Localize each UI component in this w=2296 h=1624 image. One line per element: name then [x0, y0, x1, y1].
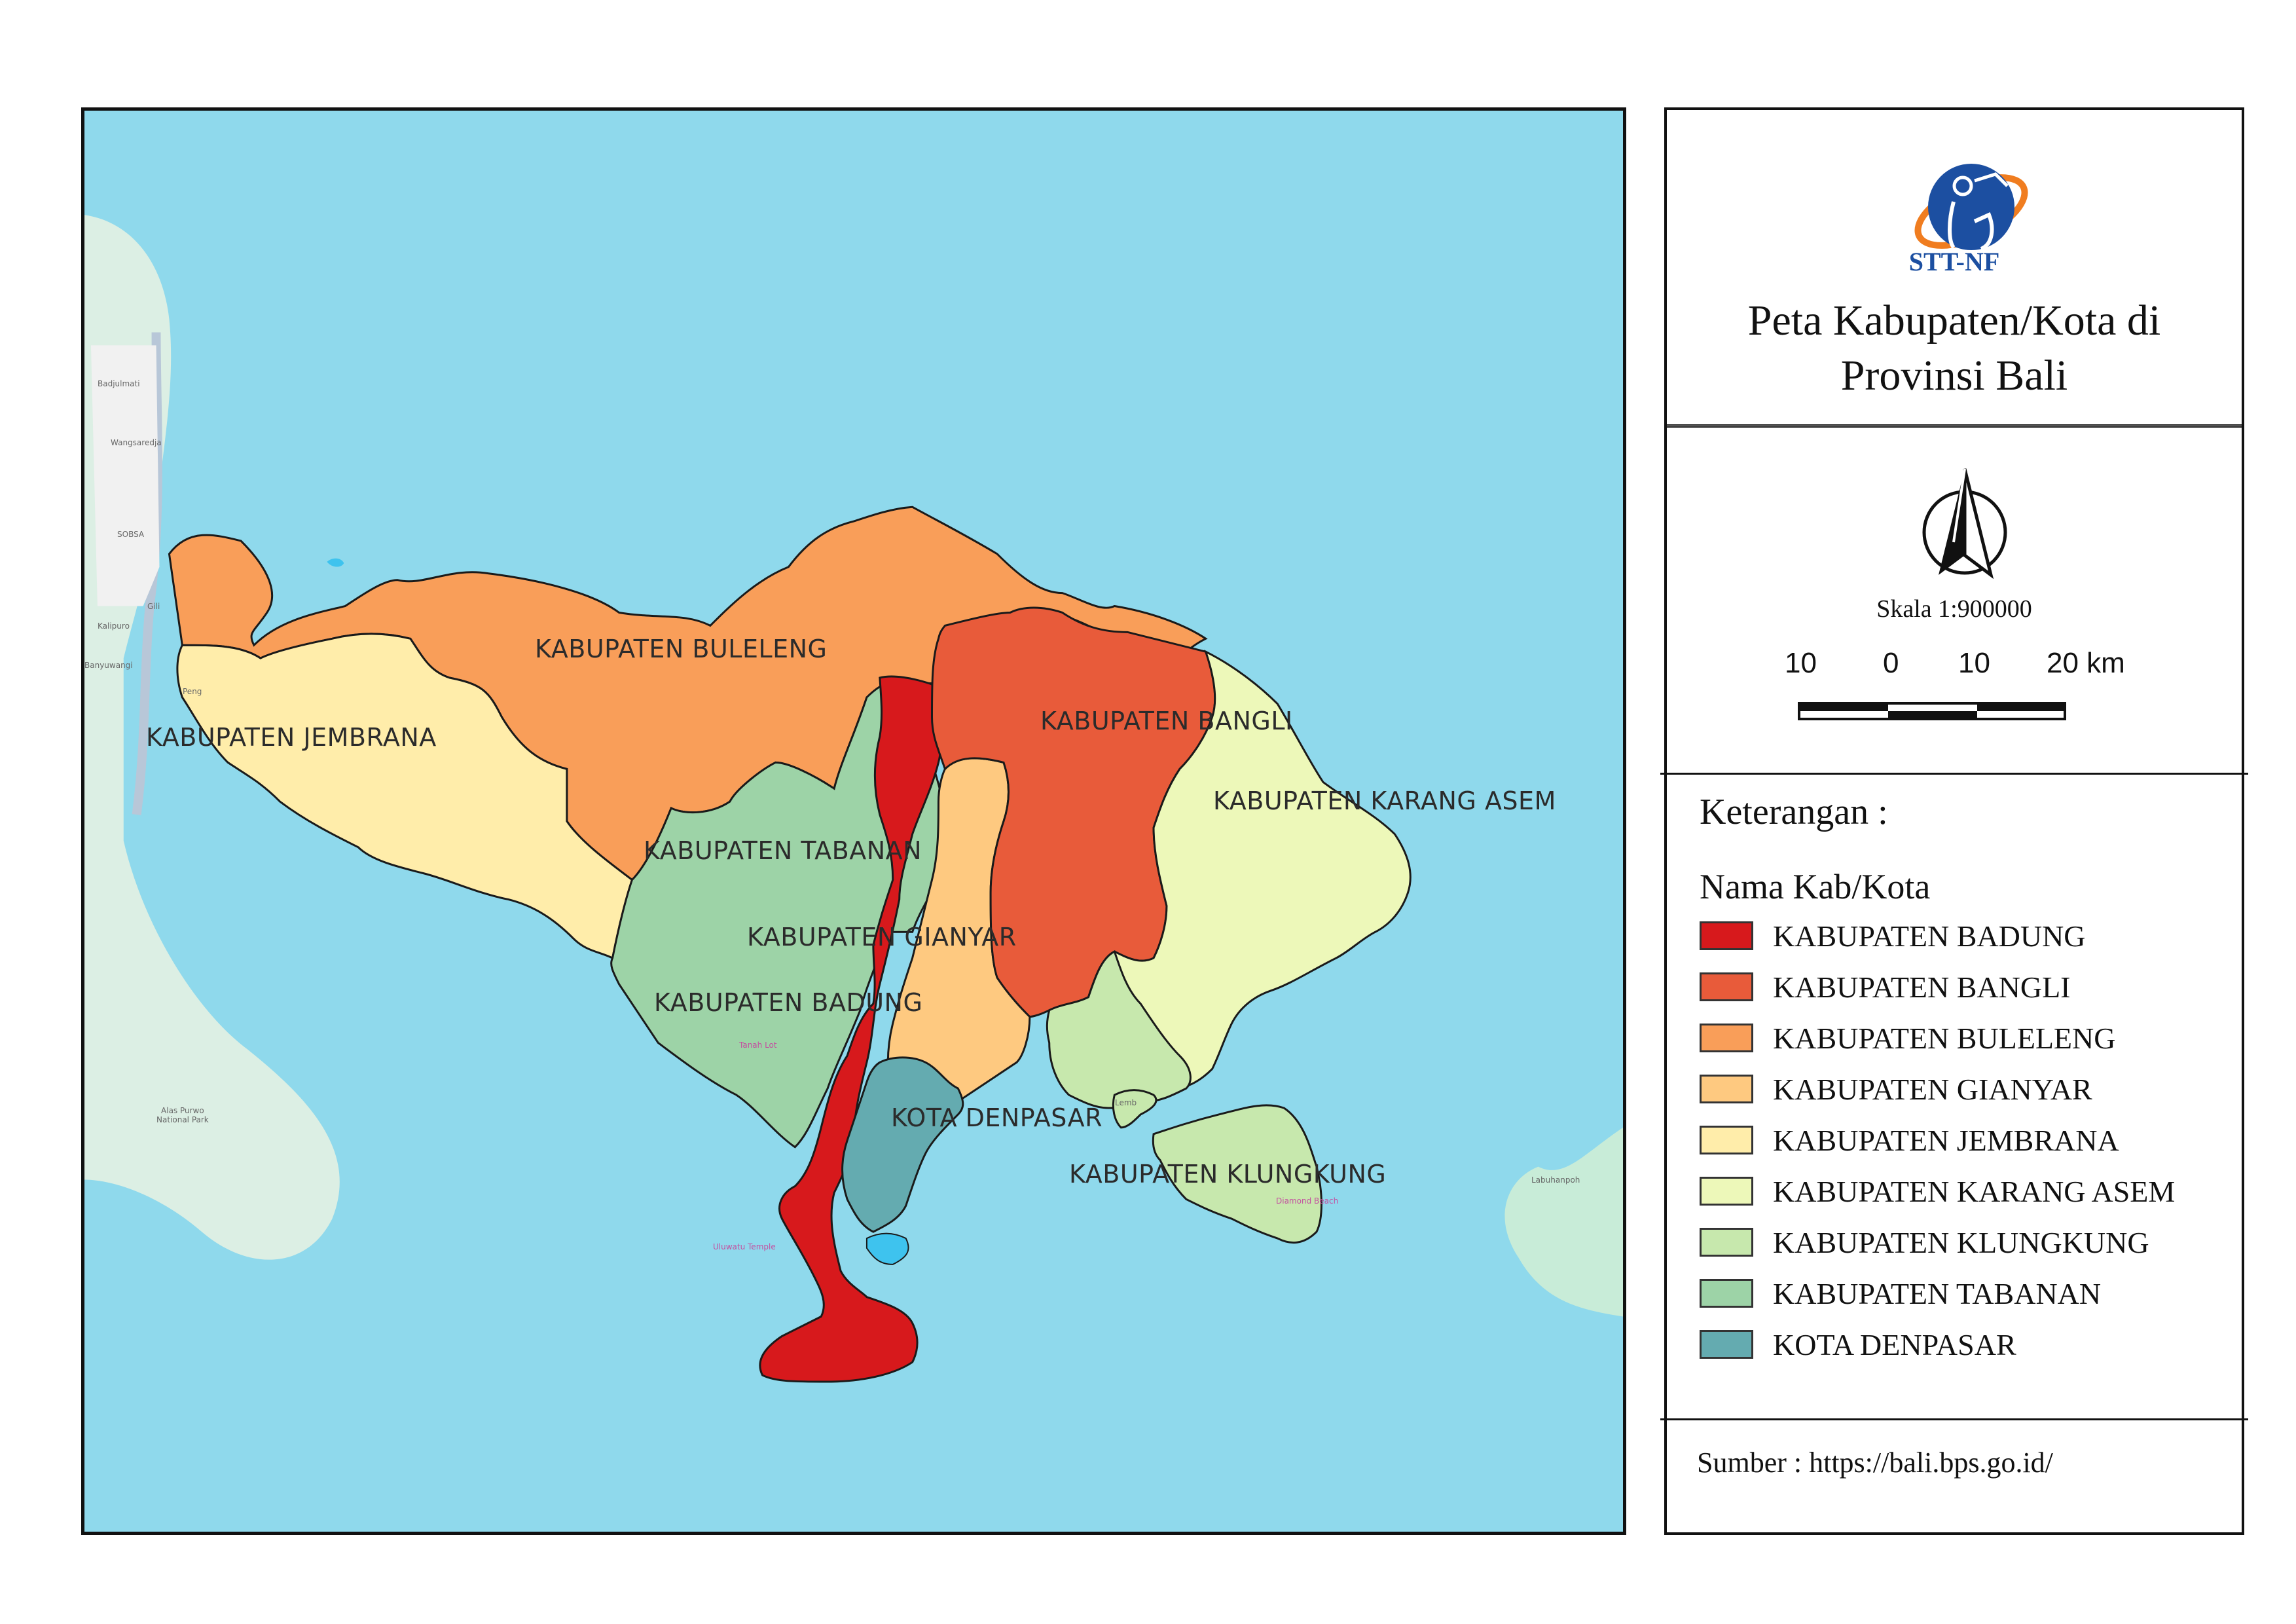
legend-subheading: Nama Kab/Kota	[1700, 867, 1931, 906]
label-tabanan: KABUPATEN TABANAN	[644, 836, 922, 865]
scale-tick-2: 0	[1883, 647, 1899, 679]
scale-tick-4: 20 km	[2047, 647, 2125, 679]
label-denpasar: KOTA DENPASAR	[891, 1103, 1102, 1132]
legend-label: KABUPATEN BADUNG	[1773, 919, 2086, 953]
label-gianyar: KABUPATEN GIANYAR	[747, 923, 1017, 951]
legend-item-gianyar: KABUPATEN GIANYAR	[1700, 1069, 2092, 1109]
region-badung[interactable]	[759, 675, 942, 1383]
legend-label: KOTA DENPASAR	[1773, 1327, 2016, 1361]
north-arrow-icon	[1922, 468, 2007, 580]
legend-swatch	[1700, 972, 1753, 1001]
scale-tick-3: 10	[1958, 647, 1990, 679]
region-tabanan[interactable]	[610, 680, 949, 1149]
legend-swatch	[1700, 1228, 1753, 1257]
scale-tick-1: 10	[1785, 647, 1817, 679]
legend-item-klungkung: KABUPATEN KLUNGKUNG	[1700, 1222, 2149, 1263]
legend-item-denpasar: KOTA DENPASAR	[1700, 1324, 2016, 1365]
place-tanah-lot: Tanah Lot	[739, 1041, 777, 1050]
place-lembongan: Lemb	[1115, 1098, 1137, 1107]
legend-swatch	[1700, 1279, 1753, 1308]
legend-swatch	[1700, 1024, 1753, 1052]
java-urban	[90, 345, 160, 606]
place-kalipuro: Kalipuro	[98, 621, 130, 631]
label-badung: KABUPATEN BADUNG	[654, 988, 923, 1017]
label-jembrana: KABUPATEN JEMBRANA	[146, 723, 437, 752]
legend-swatch	[1700, 1330, 1753, 1359]
benoa-bay	[866, 1232, 909, 1265]
map-frame[interactable]: KABUPATEN BULELENG KABUPATEN JEMBRANA KA…	[81, 107, 1626, 1535]
region-klungkung-lembongan[interactable]	[1112, 1089, 1157, 1129]
map-title: Peta Kabupaten/Kota di Provinsi Bali	[1747, 297, 2161, 399]
stt-nf-logo	[1914, 164, 2028, 251]
label-karangasem: KABUPATEN KARANG ASEM	[1213, 786, 1556, 815]
legend-swatch	[1700, 1126, 1753, 1154]
source-text: Sumber : https://bali.bps.go.id/	[1697, 1447, 2053, 1479]
label-bangli: KABUPATEN BANGLI	[1040, 707, 1293, 735]
region-klungkung-penida[interactable]	[1152, 1104, 1322, 1244]
place-diamond-beach: Diamond Beach	[1276, 1196, 1339, 1206]
legend-label: KABUPATEN BANGLI	[1773, 970, 2071, 1004]
divider-title	[1664, 424, 2244, 428]
label-buleleng: KABUPATEN BULELENG	[535, 635, 828, 663]
legend-item-buleleng: KABUPATEN BULELENG	[1700, 1018, 2115, 1058]
place-wangsaredja: Wangsaredja	[111, 438, 162, 447]
legend-label: KABUPATEN JEMBRANA	[1773, 1123, 2119, 1157]
place-alas-purwo: Alas Purwo National Park	[156, 1106, 209, 1124]
place-banyuwangi: Banyuwangi	[84, 661, 133, 670]
legend-swatch	[1700, 921, 1753, 950]
lake-buleleng	[327, 558, 344, 567]
label-klungkung: KABUPATEN KLUNGKUNG	[1069, 1160, 1387, 1189]
place-peng: Peng	[183, 687, 202, 696]
map-canvas	[84, 215, 1623, 1383]
java-road	[132, 332, 162, 815]
logo-text: STT-NF	[1908, 247, 2000, 276]
place-badjulmati: Badjulmati	[98, 379, 140, 388]
legend-label: KABUPATEN GIANYAR	[1773, 1072, 2092, 1106]
place-uluwatu: Uluwatu Temple	[713, 1242, 776, 1251]
scale-label: Skala 1:900000	[1876, 595, 2032, 623]
legend-item-jembrana: KABUPATEN JEMBRANA	[1700, 1120, 2119, 1160]
legend-swatch	[1700, 1177, 1753, 1206]
legend-item-badung: KABUPATEN BADUNG	[1700, 915, 2086, 956]
legend-item-tabanan: KABUPATEN TABANAN	[1700, 1273, 2101, 1314]
legend-label: KABUPATEN KLUNGKUNG	[1773, 1225, 2149, 1259]
divider-scale	[1660, 773, 2248, 775]
legend-label: KABUPATEN TABANAN	[1773, 1276, 2102, 1310]
legend-panel: STT-NF Peta Kabupaten/Kota di Provinsi B…	[1660, 107, 2248, 1535]
region-denpasar[interactable]	[841, 1056, 964, 1233]
divider-source	[1660, 1418, 2248, 1420]
legend-swatch	[1700, 1075, 1753, 1103]
scale-bar	[1798, 702, 2066, 720]
place-gilimanuk: Gili	[147, 602, 160, 611]
legend-item-bangli: KABUPATEN BANGLI	[1700, 967, 2071, 1007]
place-sobsa: SOBSA	[117, 530, 145, 539]
region-klungkung-mainland[interactable]	[1046, 950, 1192, 1109]
legend-item-karangasem: KABUPATEN KARANG ASEM	[1700, 1171, 2175, 1211]
legend-label: KABUPATEN BULELENG	[1773, 1021, 2116, 1055]
legend-heading: Keterangan :	[1700, 792, 1888, 832]
place-labuhanpoh: Labuhanpoh	[1531, 1175, 1580, 1185]
legend-label: KABUPATEN KARANG ASEM	[1773, 1174, 2176, 1208]
lombok-landmass	[1504, 1127, 1623, 1317]
